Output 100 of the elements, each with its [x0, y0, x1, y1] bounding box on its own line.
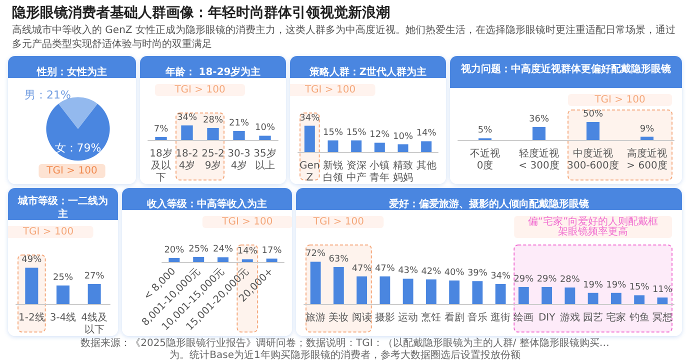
- data-label: 11%: [652, 285, 673, 296]
- x-tick-label: 看剧: [444, 312, 464, 324]
- data-label: 24%: [212, 244, 234, 255]
- band-label: TGI > 100: [594, 94, 646, 106]
- data-label: 25%: [188, 244, 210, 254]
- data-label: 15%: [346, 128, 367, 138]
- x-tick-label: 美妆: [328, 312, 349, 324]
- data-label: 7%: [154, 124, 169, 134]
- bar: [532, 127, 546, 140]
- bar: [426, 279, 436, 304]
- bar: [588, 292, 598, 304]
- data-label: 27%: [84, 272, 105, 282]
- text: 为。统计Base为近1年购买隐形眼镜的消费者，参考大数据圈选后设置投放份额: [168, 350, 522, 362]
- x-tick-label: 1-2线: [18, 312, 45, 324]
- bar: [155, 137, 167, 140]
- x-tick-label: 35岁以上: [254, 148, 276, 172]
- bar: [233, 131, 245, 140]
- data-label: 20%: [164, 246, 185, 256]
- data-label: 10%: [392, 132, 414, 142]
- x-tick-label: 运动: [398, 312, 418, 324]
- data-label: 25%: [52, 273, 74, 283]
- x-tick-label: 宅家: [606, 312, 626, 324]
- bar: [304, 126, 315, 152]
- bar: [333, 266, 344, 304]
- data-label: 42%: [421, 266, 442, 277]
- bar: [351, 140, 362, 152]
- chart-title: 策略人群：Z世代人群为主: [308, 66, 427, 78]
- x-tick-label: 中度近视 300-600度: [567, 148, 619, 172]
- x-tick-label: 旅游: [306, 312, 326, 324]
- x-tick-label: 不近视 0度: [470, 148, 500, 172]
- x-tick-label: 4线及以下: [81, 312, 108, 336]
- bar: [610, 292, 622, 304]
- x-tick-label: 其他: [416, 160, 436, 172]
- text: 高线城市中等收入的 GenZ 女性正成为隐形眼镜的消费主力，这类人群多为中高度近视。她们热爱生活，在选择隐形眼镜时更注重适配日常场景，通过多元产品类型实现舒适体验与时尚的双重满足: [12, 24, 676, 52]
- x-tick-label: 18岁及以下: [150, 148, 172, 184]
- data-label: 21%: [228, 118, 250, 128]
- x-tick-label: 新锐白领: [323, 160, 343, 184]
- data-label: 47%: [374, 264, 396, 274]
- data-label: 29%: [536, 274, 558, 284]
- data-label: 14%: [237, 246, 258, 257]
- slice-label: 男：21%: [24, 88, 71, 102]
- x-tick-label: 逛街: [490, 312, 511, 324]
- data-label: 40%: [444, 268, 465, 278]
- data-label: 15%: [629, 282, 650, 293]
- chart-title: 爱好：偏爱旅游、摄影的人倾向配戴隐形眼镜: [388, 198, 589, 210]
- data-label: 47%: [352, 264, 372, 274]
- data-label: 19%: [583, 280, 604, 290]
- data-label: 29%: [514, 274, 534, 284]
- data-label: 63%: [328, 254, 350, 264]
- bar: [402, 278, 414, 304]
- bar: [310, 262, 321, 304]
- x-tick-label: 钓鱼: [628, 312, 650, 324]
- bar: [495, 284, 506, 304]
- data-label: 34%: [300, 113, 320, 124]
- band-label: TGI > 100: [304, 84, 356, 96]
- data-label: 12%: [370, 130, 390, 140]
- bar: [356, 276, 368, 304]
- x-tick-label: 30-34岁: [228, 148, 250, 172]
- bar: [181, 125, 193, 140]
- bar: [380, 276, 390, 304]
- bar: [640, 136, 654, 140]
- data-label: 39%: [467, 268, 488, 279]
- slice-label: 女：79%: [54, 141, 102, 154]
- bar: [586, 122, 600, 140]
- band-label: TGI > 100: [221, 216, 273, 228]
- source-note: 数据来源：《2025隐形眼镜行业报告》调研问卷；数据说明：TGI：（以配戴隐形眼镜为主的人群/ 整体隐形眼镜购买…: [80, 338, 610, 350]
- x-tick-label: DIY: [538, 312, 556, 324]
- x-tick-label: 冥想: [652, 312, 672, 324]
- bar: [472, 281, 483, 304]
- x-tick-label: 绘画: [514, 312, 534, 324]
- x-tick-label: 音乐: [467, 312, 488, 324]
- data-label: 50%: [582, 110, 604, 120]
- x-tick-label: 轻度近视 < 300度: [518, 148, 560, 172]
- data-label: 43%: [398, 266, 419, 276]
- data-label: 5%: [478, 126, 493, 136]
- bar: [449, 280, 460, 304]
- chart-title: 性别：女性为主: [36, 66, 107, 78]
- bar: [398, 144, 408, 152]
- bar: [634, 295, 645, 304]
- x-tick-label: 园艺: [583, 312, 604, 324]
- data-label: 15%: [322, 128, 344, 138]
- x-tick-label: 高度近视 > 600度: [626, 148, 668, 172]
- x-tick-label: 摄影: [374, 312, 395, 324]
- x-tick-label: 18-24岁: [176, 148, 198, 172]
- bar: [657, 298, 668, 304]
- bar: [518, 286, 529, 304]
- data-label: 19%: [606, 280, 627, 290]
- x-tick-label: 资深中产: [346, 160, 366, 184]
- bar: [374, 142, 385, 152]
- chart-title: 年龄： 18-29岁为主: [164, 66, 261, 78]
- text: TGI > 100: [46, 166, 98, 176]
- data-label: 28%: [202, 116, 224, 126]
- bar: [328, 140, 338, 152]
- data-label: 34%: [490, 272, 512, 282]
- bar: [421, 141, 432, 152]
- x-tick-label: 阅读: [352, 312, 372, 324]
- bar: [259, 136, 271, 140]
- chart-title: 收入等级：中高等收入为主: [147, 198, 267, 210]
- bar: [207, 128, 219, 140]
- data-label: 14%: [416, 128, 437, 139]
